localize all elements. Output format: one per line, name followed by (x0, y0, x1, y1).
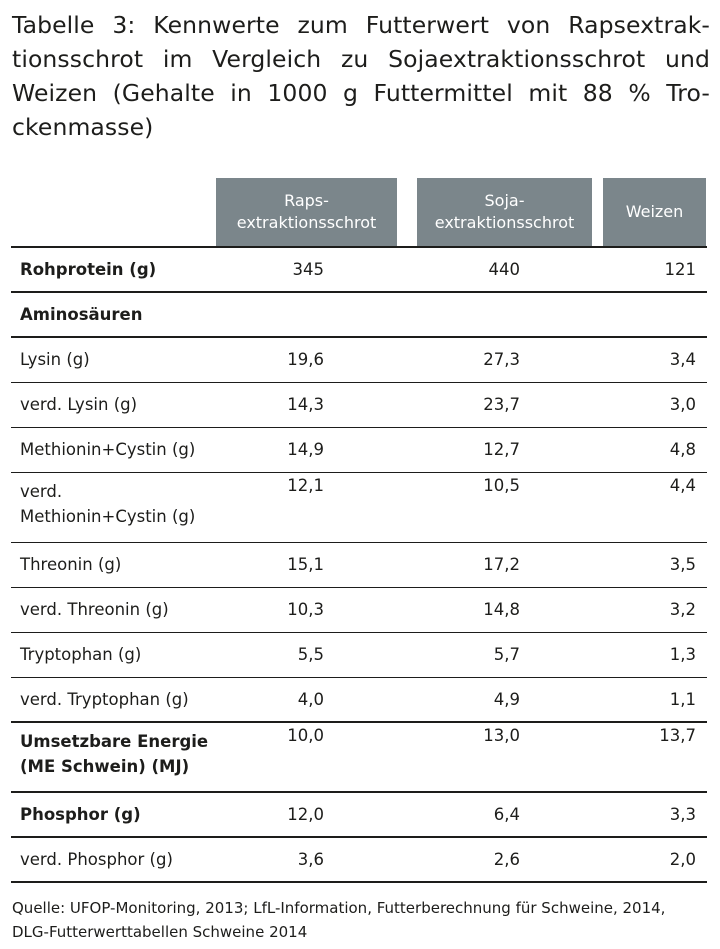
row-label: Aminosäuren (11, 292, 212, 338)
value-cell (603, 292, 707, 338)
value-cell: 17,2 (408, 542, 603, 588)
row-label-line: Umsetzbare Energie (20, 732, 209, 751)
row-label-line: verd. (20, 481, 63, 501)
row-label: Threonin (g) (11, 542, 212, 588)
feed-value-table: Raps- extraktionsschrot Soja- extraktion… (11, 178, 707, 883)
row-label: Methionin+Cystin (g) (11, 427, 212, 473)
value-cell: 12,7 (408, 427, 603, 473)
table-row: verd. Phosphor (g) 3,6 2,6 2,0 (11, 837, 707, 883)
value-cell: 19,6 (212, 337, 408, 383)
value-cell: 4,0 (212, 677, 408, 723)
value-cell: 2,6 (408, 837, 603, 883)
row-label: verd. Threonin (g) (11, 587, 212, 633)
table-row: Rohprotein (g) 345 440 121 (11, 247, 707, 293)
table-row: Threonin (g) 15,1 17,2 3,5 (11, 542, 707, 588)
row-label: verd. Phosphor (g) (11, 837, 212, 883)
value-cell: 345 (212, 247, 408, 293)
value-cell: 121 (603, 247, 707, 293)
value-cell: 440 (408, 247, 603, 293)
value-cell: 4,8 (603, 427, 707, 473)
value-cell: 3,0 (603, 382, 707, 428)
value-cell: 27,3 (408, 337, 603, 383)
header-soybean-meal: Soja- extraktionsschrot (408, 178, 603, 248)
value-cell: 3,4 (603, 337, 707, 383)
value-cell (212, 292, 408, 338)
value-cell: 23,7 (408, 382, 603, 428)
header-label: extraktionsschrot (434, 213, 575, 232)
value-cell: 4,9 (408, 677, 603, 723)
table-row: Umsetzbare Energie (ME Schwein) (MJ) 10,… (11, 722, 707, 793)
header-label: Raps- (284, 191, 329, 210)
source-line: DLG-Futterwerttabellen Schweine 2014 (12, 923, 308, 941)
table-row: verd. Methionin+Cystin (g) 12,1 10,5 4,4 (11, 472, 707, 543)
value-cell: 14,9 (212, 427, 408, 473)
row-label-line: (ME Schwein) (MJ) (20, 757, 190, 776)
value-cell: 10,3 (212, 587, 408, 633)
table-row: verd. Tryptophan (g) 4,0 4,9 1,1 (11, 677, 707, 723)
row-label: verd. Tryptophan (g) (11, 677, 212, 723)
value-cell: 3,5 (603, 542, 707, 588)
table-row: Phosphor (g) 12,0 6,4 3,3 (11, 792, 707, 838)
table-row: Lysin (g) 19,6 27,3 3,4 (11, 337, 707, 383)
caption-line: Tabelle 3: Kennwerte zum Futterwert von … (12, 11, 710, 39)
row-label: Umsetzbare Energie (ME Schwein) (MJ) (11, 722, 212, 793)
caption-line: Weizen (Gehalte in 1000 g Futtermittel m… (12, 79, 710, 107)
value-cell: 3,3 (603, 792, 707, 838)
table-header-row: Raps- extraktionsschrot Soja- extraktion… (11, 178, 707, 248)
table-row: Methionin+Cystin (g) 14,9 12,7 4,8 (11, 427, 707, 473)
value-cell: 10,5 (408, 472, 603, 543)
row-label: Tryptophan (g) (11, 632, 212, 678)
value-cell: 14,3 (212, 382, 408, 428)
value-cell: 2,0 (603, 837, 707, 883)
value-cell: 6,4 (408, 792, 603, 838)
header-rapeseed-meal: Raps- extraktionsschrot (212, 178, 408, 248)
table-row: Tryptophan (g) 5,5 5,7 1,3 (11, 632, 707, 678)
value-cell (408, 292, 603, 338)
table-row: verd. Lysin (g) 14,3 23,7 3,0 (11, 382, 707, 428)
row-label: verd. Methionin+Cystin (g) (11, 472, 212, 543)
header-empty-cell (11, 178, 212, 248)
row-label: Phosphor (g) (11, 792, 212, 838)
value-cell: 1,1 (603, 677, 707, 723)
value-cell: 3,2 (603, 587, 707, 633)
value-cell: 5,5 (212, 632, 408, 678)
table-caption: Tabelle 3: Kennwerte zum Futterwert von … (12, 8, 710, 144)
row-label: Rohprotein (g) (11, 247, 212, 293)
header-label: Weizen (625, 202, 684, 221)
caption-line: tionsschrot im Vergleich zu Sojaextrakti… (12, 45, 710, 73)
row-label-line: Methionin+Cystin (g) (20, 506, 196, 526)
value-cell: 13,0 (408, 722, 603, 793)
header-wheat: Weizen (603, 178, 707, 248)
value-cell: 10,0 (212, 722, 408, 793)
row-label: verd. Lysin (g) (11, 382, 212, 428)
value-cell: 14,8 (408, 587, 603, 633)
value-cell: 3,6 (212, 837, 408, 883)
value-cell: 12,0 (212, 792, 408, 838)
source-line: Quelle: UFOP-Monitoring, 2013; LfL-Infor… (12, 899, 666, 917)
value-cell: 13,7 (603, 722, 707, 793)
caption-line: ckenmasse) (12, 113, 154, 141)
value-cell: 4,4 (603, 472, 707, 543)
table-row: Aminosäuren (11, 292, 707, 338)
table-row: verd. Threonin (g) 10,3 14,8 3,2 (11, 587, 707, 633)
value-cell: 5,7 (408, 632, 603, 678)
source-note: Quelle: UFOP-Monitoring, 2013; LfL-Infor… (12, 896, 712, 944)
value-cell: 1,3 (603, 632, 707, 678)
header-label: extraktionsschrot (236, 213, 377, 232)
header-label: Soja- (484, 191, 525, 210)
row-label: Lysin (g) (11, 337, 212, 383)
value-cell: 12,1 (212, 472, 408, 543)
value-cell: 15,1 (212, 542, 408, 588)
